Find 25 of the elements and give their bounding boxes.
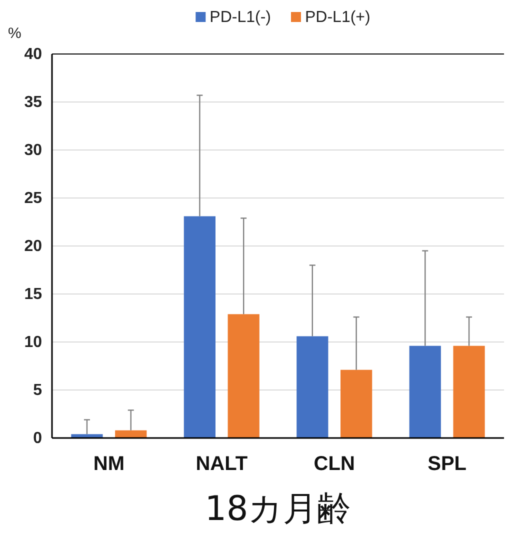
y-tick-label: 0 bbox=[33, 430, 42, 448]
bar bbox=[184, 216, 216, 438]
x-tick-label: CLN bbox=[314, 453, 355, 476]
y-tick-label: 40 bbox=[24, 46, 42, 64]
bar bbox=[453, 346, 485, 438]
y-tick-label: 25 bbox=[24, 190, 42, 208]
bar bbox=[340, 370, 372, 438]
x-tick-label: SPL bbox=[428, 453, 467, 476]
y-tick-label: 5 bbox=[33, 382, 42, 400]
bar bbox=[71, 434, 103, 438]
y-tick-label: 10 bbox=[24, 334, 42, 352]
x-tick-label: NM bbox=[93, 453, 124, 476]
bar bbox=[296, 336, 328, 438]
bar bbox=[115, 430, 147, 438]
bar bbox=[409, 346, 441, 438]
y-tick-label: 35 bbox=[24, 94, 42, 112]
legend-label: PD-L1(-) bbox=[210, 9, 271, 26]
x-tick-label: NALT bbox=[196, 453, 248, 476]
y-tick-label: 30 bbox=[24, 142, 42, 160]
legend-label: PD-L1(+) bbox=[304, 9, 370, 26]
x-axis-title: 18カ月齢 bbox=[204, 489, 352, 529]
bar bbox=[228, 314, 260, 438]
y-tick-label: 20 bbox=[24, 238, 42, 256]
y-tick-label: 15 bbox=[24, 286, 42, 304]
y-axis-title: % bbox=[8, 25, 22, 42]
